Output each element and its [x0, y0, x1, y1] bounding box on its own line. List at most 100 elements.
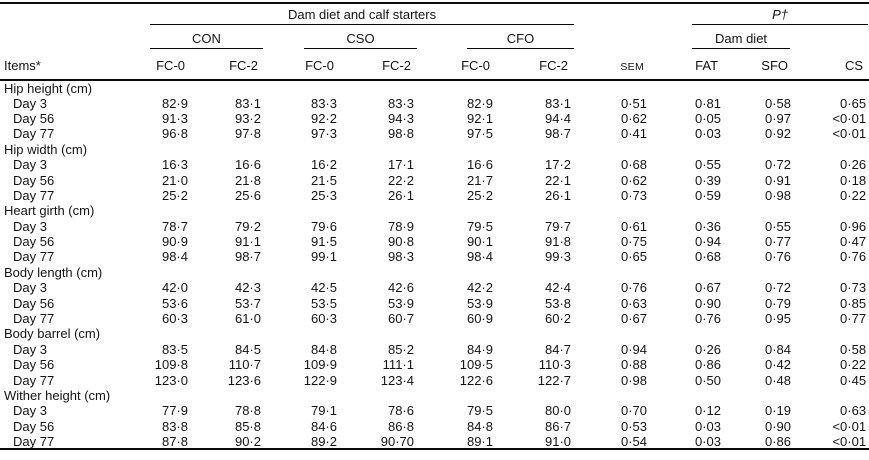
row-label: Day 56 [13, 234, 55, 250]
data-cell: 89·1 [466, 433, 493, 449]
row-label: Day 56 [13, 418, 55, 434]
data-cell: 21·8 [234, 172, 261, 188]
data-cell: 0·67 [621, 311, 648, 327]
data-cell: 0·41 [621, 126, 648, 142]
data-cell: 53·7 [234, 295, 261, 311]
data-cell: 80·0 [545, 403, 572, 419]
data-cell: 53·5 [310, 295, 337, 311]
row-label: Day 77 [13, 249, 55, 265]
data-cell: 79·2 [234, 218, 261, 234]
data-cell: 84·8 [466, 418, 493, 434]
data-cell: 0·61 [621, 218, 648, 234]
group-cso-label: CSO [346, 31, 375, 46]
header-spacer [574, 25, 650, 49]
data-cell: 122·7 [537, 372, 572, 388]
data-cell: 98·8 [387, 126, 414, 142]
data-cell: 25·2 [161, 187, 188, 203]
data-cell: 98·4 [466, 249, 493, 265]
data-cell: 0·98 [765, 187, 792, 203]
data-row: Day 56 109·8 110·7 109·9 111·1 109·5 110·3 0·88… [0, 357, 869, 372]
data-cell: 17·2 [545, 157, 572, 173]
data-cell: 0·18 [840, 172, 867, 188]
data-cell: 83·1 [545, 95, 572, 111]
data-row: Day 3 16·3 16·6 16·2 17·1 16·6 17·2 0·68 0·55 0·7… [0, 157, 869, 172]
data-row: Day 77 98·4 98·7 99·1 98·3 98·4 99·3 0·65 0·68 0·… [0, 249, 869, 264]
data-cell: 60·9 [466, 311, 493, 327]
group-dam-diet-rule: Dam diet [692, 32, 791, 49]
data-cell: 0·73 [621, 187, 648, 203]
data-cell: 53·9 [387, 295, 414, 311]
data-row: Day 3 77·9 78·8 79·1 78·6 79·5 80·0 0·70 0·12 0·1… [0, 403, 869, 418]
data-cell: 42·3 [234, 280, 261, 296]
data-cell: 0·03 [695, 418, 722, 434]
data-cell: 42·6 [387, 280, 414, 296]
row-label: Day 3 [13, 280, 47, 296]
data-cell: 17·1 [387, 157, 414, 173]
col-header-items: Items* [0, 49, 145, 81]
table-header: Dam diet and calf starters P† CON [0, 3, 869, 81]
row-label: Day 77 [13, 187, 55, 203]
data-cell: 0·76 [695, 311, 722, 327]
data-cell: 25·2 [466, 187, 493, 203]
data-cell: <0·01 [832, 110, 867, 126]
header-spacer [574, 3, 650, 25]
section-row: Body barrel (cm) [0, 326, 869, 341]
data-cell: 84·6 [310, 418, 337, 434]
data-cell: <0·01 [832, 433, 867, 449]
data-cell: 90·2 [234, 433, 261, 449]
section-label: Wither height (cm) [4, 388, 111, 403]
data-cell: 0·65 [840, 95, 867, 111]
data-cell: 0·03 [695, 433, 722, 449]
header-spacer [0, 3, 145, 25]
data-cell: 111·1 [382, 357, 414, 373]
data-row: Day 3 82·9 83·1 83·3 83·3 82·9 83·1 0·51 0·81 0·5… [0, 95, 869, 110]
data-cell: 42·2 [466, 280, 493, 296]
data-cell: 78·8 [234, 403, 261, 419]
data-cell: 0·94 [695, 234, 722, 250]
group-con-rule: CON [150, 32, 263, 49]
section-row: Hip height (cm) [0, 80, 869, 95]
data-cell: 0·79 [765, 295, 792, 311]
data-cell: 89·2 [310, 433, 337, 449]
data-cell: 0·73 [840, 280, 867, 296]
data-cell: 91·5 [310, 234, 337, 250]
data-cell: 26·1 [387, 187, 414, 203]
data-cell: 0·97 [765, 110, 792, 126]
data-cell: 0·54 [621, 433, 648, 449]
data-cell: 83·5 [161, 341, 188, 357]
section-label: Body barrel (cm) [4, 326, 101, 342]
data-cell: 90·8 [387, 234, 414, 250]
data-cell: 90·70 [380, 433, 414, 449]
data-cell: 82·9 [161, 95, 188, 111]
header-spacer [0, 25, 145, 49]
row-label: Day 56 [13, 295, 55, 311]
group-con-label: CON [192, 31, 221, 46]
data-cell: 109·5 [459, 357, 493, 373]
data-cell: 82·9 [466, 95, 493, 111]
data-row: Day 56 53·6 53·7 53·5 53·9 53·9 53·8 0·63 0·90 0·… [0, 295, 869, 310]
data-cell: 77·9 [161, 403, 188, 419]
data-cell: 0·65 [621, 249, 648, 265]
data-cell: 42·0 [161, 280, 188, 296]
data-cell: 123·0 [154, 372, 188, 388]
data-cell: 25·6 [234, 187, 261, 203]
data-cell: 0·68 [695, 249, 722, 265]
data-cell: 86·8 [387, 418, 414, 434]
section-label: Body length (cm) [4, 264, 103, 280]
data-cell: 60·7 [387, 311, 414, 327]
data-cell: 0·26 [695, 341, 722, 357]
data-row: Day 56 90·9 91·1 91·5 90·8 90·1 91·8 0·75 0·94 0·… [0, 234, 869, 249]
col-header-cso-fc0: FC-0 [264, 49, 340, 81]
column-header-row: Items* FC-0 FC-2 FC-0 FC-2 FC-0 FC-2 SEM… [0, 49, 869, 81]
p-spanner-cell: P† [650, 3, 869, 25]
data-cell: 98·3 [387, 249, 414, 265]
data-cell: 90·9 [161, 234, 188, 250]
data-cell: 0·50 [695, 372, 722, 388]
top-spanner-label: Dam diet and calf starters [287, 7, 437, 22]
data-cell: 79·1 [310, 403, 337, 419]
row-label: Day 77 [13, 433, 55, 449]
data-cell: 16·6 [234, 157, 261, 173]
data-cell: 42·4 [545, 280, 572, 296]
data-cell: 123·4 [380, 372, 414, 388]
data-cell: 85·2 [387, 341, 414, 357]
